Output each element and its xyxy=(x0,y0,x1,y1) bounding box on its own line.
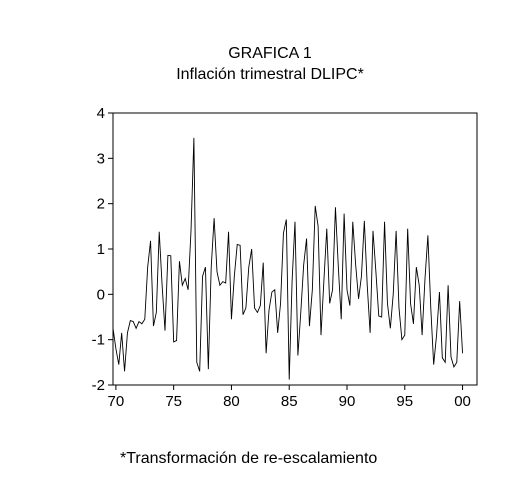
chart-subtitle: Inflación trimestral DLIPC* xyxy=(176,66,364,83)
y-tick-label: 1 xyxy=(97,241,105,258)
x-tick-label: 75 xyxy=(165,393,182,410)
x-axis: 70 75 80 85 90 95 00 xyxy=(108,385,471,410)
y-axis: -2 -1 0 1 2 3 4 xyxy=(92,105,113,394)
x-tick-label: 70 xyxy=(108,393,125,410)
x-tick-label: 90 xyxy=(339,393,356,410)
y-tick-label: 2 xyxy=(97,196,105,213)
y-tick-label: 3 xyxy=(97,150,105,167)
x-tick-label: 95 xyxy=(396,393,413,410)
x-tick-label: 80 xyxy=(223,393,240,410)
chart-footnote: *Transformación de re-escalamiento xyxy=(120,450,378,467)
chart-title: GRAFICA 1 xyxy=(228,45,312,62)
y-tick-label: 4 xyxy=(97,105,105,122)
y-tick-label: -1 xyxy=(92,332,105,349)
series-layer xyxy=(112,137,464,380)
x-tick-label: 00 xyxy=(454,393,471,410)
y-tick-label: -2 xyxy=(92,377,105,394)
y-tick-label: 0 xyxy=(97,286,105,303)
x-tick-label: 85 xyxy=(281,393,298,410)
line-chart: -2 -1 0 1 2 3 4 70 75 80 85 90 95 00 xyxy=(92,105,478,410)
series-line xyxy=(112,137,464,380)
plot-frame xyxy=(112,112,478,386)
